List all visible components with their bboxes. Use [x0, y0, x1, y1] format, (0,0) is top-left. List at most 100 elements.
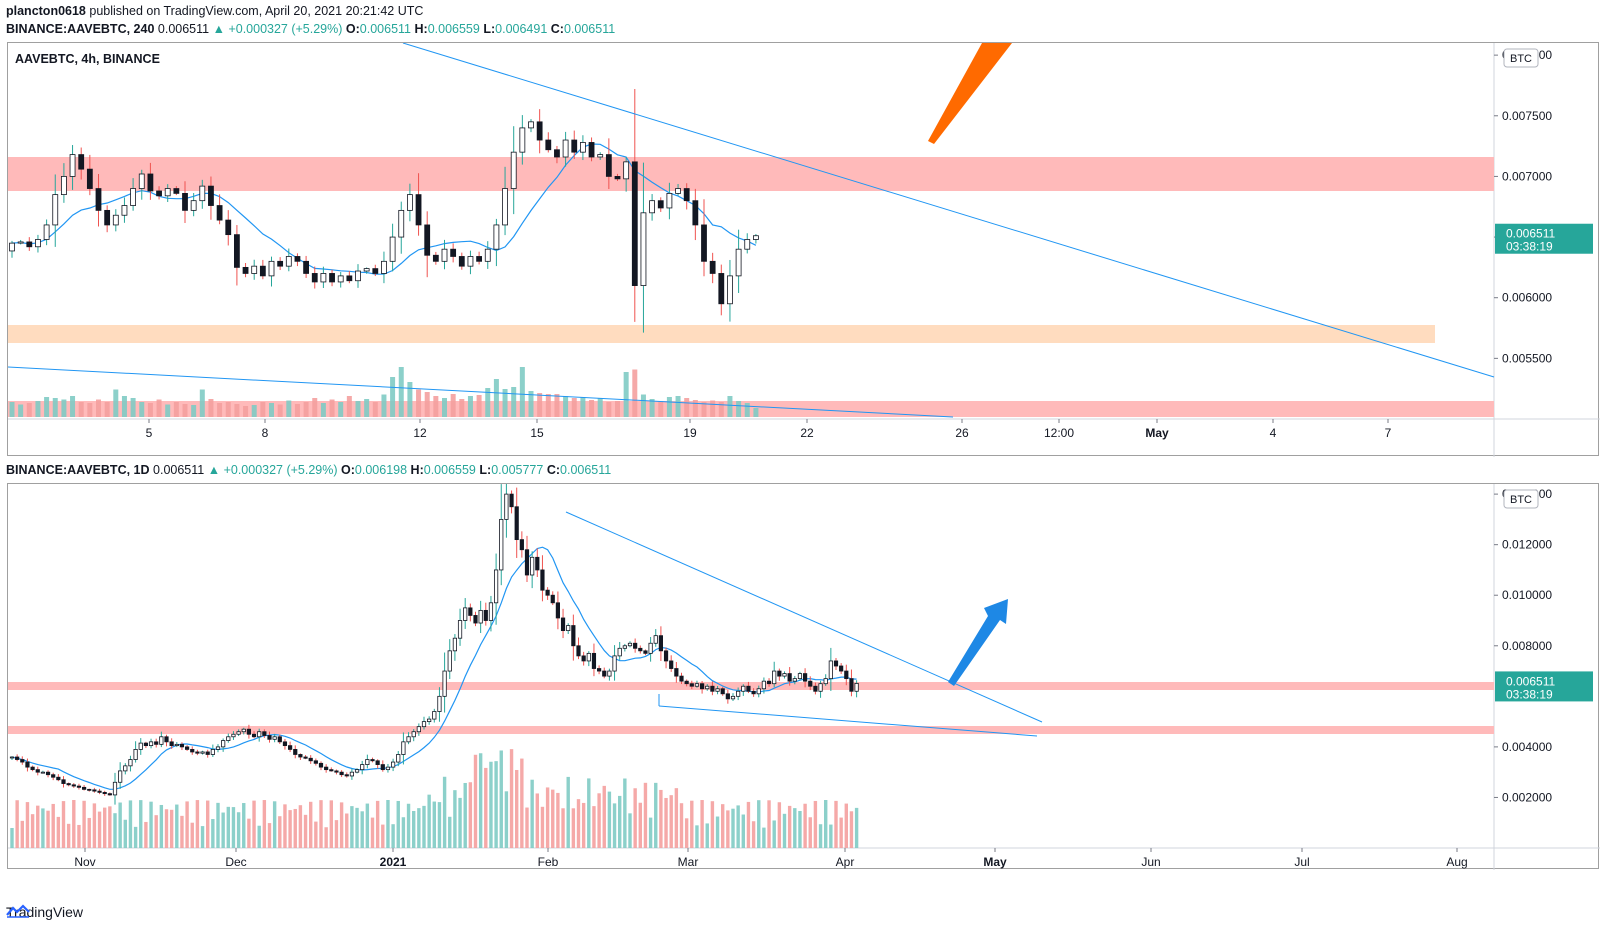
volume-bar: [643, 782, 648, 848]
volume-bar: [118, 802, 122, 848]
chart-pane-1d[interactable]: 0.0140000.0120000.0100000.0080000.004000…: [7, 483, 1600, 870]
candle-body: [468, 607, 473, 616]
candle-body: [208, 185, 214, 206]
volume-bar: [208, 399, 214, 417]
candle-body: [52, 194, 59, 226]
volume-bar: [721, 804, 725, 848]
volume-bar: [684, 818, 689, 848]
candle-body: [43, 224, 50, 240]
candle-body: [746, 685, 751, 692]
candle-body: [182, 192, 188, 211]
volume-bar: [772, 820, 776, 848]
volume-bar: [288, 810, 292, 848]
pane1-close: 0.006511: [157, 22, 210, 36]
volume-bar: [396, 800, 400, 848]
volume-bar: [787, 805, 792, 848]
candle-body: [588, 142, 595, 158]
candle-body: [519, 539, 524, 551]
candle-body: [571, 625, 576, 647]
candle-body: [437, 695, 442, 712]
candle-body: [45, 771, 51, 776]
candle-body: [674, 668, 679, 677]
pane2-symbol[interactable]: BINANCE:AAVEBTC, 1D: [6, 463, 150, 477]
y-tick-label: 0.008000: [1502, 639, 1552, 653]
candle-body: [381, 260, 387, 274]
volume-bar: [632, 369, 638, 417]
candle-body: [9, 756, 15, 759]
volume-bar: [46, 810, 50, 848]
volume-bar: [30, 814, 35, 848]
candle-body: [808, 680, 813, 687]
pane1-symbol[interactable]: BINANCE:AAVEBTC, 240: [6, 22, 155, 36]
volume-bar: [251, 405, 257, 417]
candle-body: [406, 736, 411, 743]
candle-body: [61, 176, 67, 196]
candle-body: [828, 660, 833, 680]
volume-bar: [164, 809, 169, 848]
volume-bar: [78, 402, 84, 417]
candle-body: [337, 275, 344, 283]
y-tick-label: 0.005500: [1502, 351, 1552, 365]
candle-body: [692, 200, 699, 226]
candle-body: [324, 766, 329, 771]
volume-bar: [401, 817, 406, 848]
volume-bar: [726, 810, 730, 848]
volume-bar: [103, 807, 107, 848]
volume-bar: [597, 793, 601, 848]
candle-body: [488, 602, 494, 621]
volume-bar: [710, 400, 716, 417]
candle-body: [184, 746, 190, 750]
x-tick-label: 22: [800, 426, 814, 440]
volume-bar: [424, 392, 430, 417]
candle-body: [231, 733, 236, 738]
x-tick-label: Dec: [225, 855, 246, 869]
volume-bar: [563, 396, 569, 417]
candle-body: [35, 239, 41, 248]
candle-body: [457, 620, 463, 639]
volume-bar: [597, 398, 603, 417]
volume-bar: [144, 821, 148, 848]
chart-4h-svg[interactable]: 0.0080000.0075000.0070000.0065000.006000…: [8, 43, 1600, 457]
volume-bar: [834, 800, 838, 848]
volume-bar: [493, 379, 499, 417]
candle-body: [257, 731, 262, 738]
currency-badge-box: [1503, 489, 1539, 509]
volume-bar: [623, 778, 627, 848]
publish-info: published on TradingView.com, April 20, …: [89, 4, 424, 18]
volume-bar: [736, 805, 740, 848]
candle-body: [463, 607, 468, 621]
volume-bar: [324, 827, 328, 848]
publisher-name[interactable]: plancton0618: [6, 4, 86, 18]
volume-bar: [262, 800, 267, 848]
volume-bar: [104, 402, 110, 417]
volume-bar: [450, 394, 456, 417]
volume-bar: [243, 406, 249, 417]
candle-body: [441, 248, 448, 262]
candle-body: [334, 770, 339, 773]
candle-body: [380, 764, 385, 771]
candle-body: [744, 239, 751, 250]
volume-bar: [684, 398, 690, 417]
volume-bar: [473, 754, 478, 848]
candle-body: [199, 185, 206, 202]
candle-body: [311, 273, 318, 283]
pane2-high: 0.006559: [423, 463, 476, 477]
volume-bar: [375, 800, 380, 848]
candle-body: [118, 770, 123, 783]
candle-body: [102, 791, 107, 795]
volume-bar: [545, 394, 551, 417]
volume-bar: [710, 801, 715, 848]
chart-1d-svg[interactable]: 0.0140000.0120000.0100000.0080000.004000…: [8, 484, 1600, 870]
volume-bar: [180, 815, 184, 848]
volume-bar: [793, 808, 797, 848]
candle-body: [251, 265, 258, 274]
last-price-countdown: 03:38:19: [1506, 240, 1553, 254]
candle-body: [684, 680, 689, 685]
tradingview-footer[interactable]: TradingView: [6, 904, 83, 920]
volume-bar: [566, 776, 570, 848]
candle-body: [303, 260, 310, 274]
volume-bar: [18, 404, 24, 417]
chart-pane-4h[interactable]: 0.0080000.0075000.0070000.0065000.006000…: [7, 42, 1600, 457]
candle-body: [432, 254, 439, 262]
candle-body: [473, 615, 478, 624]
